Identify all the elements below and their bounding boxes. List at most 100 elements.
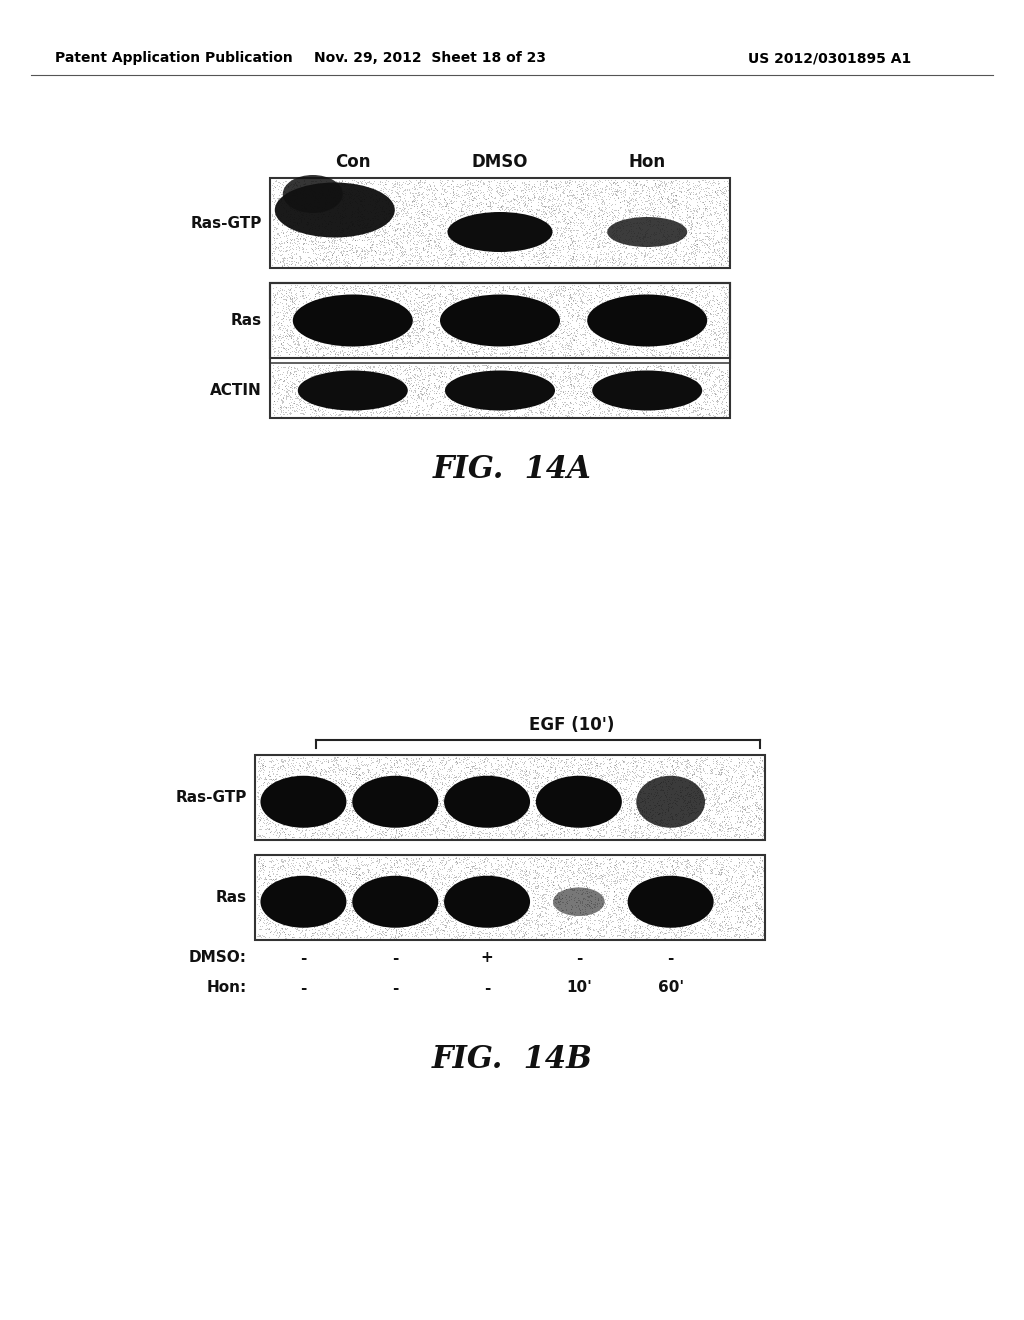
Point — [377, 374, 393, 395]
Point — [486, 809, 503, 830]
Point — [698, 286, 715, 308]
Point — [462, 760, 478, 781]
Point — [667, 298, 683, 319]
Point — [453, 216, 469, 238]
Point — [461, 231, 477, 252]
Point — [691, 751, 708, 772]
Point — [373, 321, 389, 342]
Point — [292, 227, 308, 248]
Point — [377, 219, 393, 240]
Point — [630, 230, 646, 251]
Point — [407, 389, 423, 411]
Point — [691, 758, 708, 779]
Point — [739, 911, 756, 932]
Point — [507, 310, 523, 331]
Point — [506, 247, 522, 268]
Point — [360, 280, 377, 301]
Point — [495, 862, 511, 883]
Point — [464, 392, 480, 413]
Point — [474, 863, 490, 884]
Point — [359, 792, 376, 813]
Point — [285, 242, 301, 263]
Point — [264, 289, 281, 310]
Point — [540, 400, 556, 421]
Point — [700, 364, 717, 385]
Point — [504, 898, 520, 919]
Point — [611, 253, 628, 275]
Point — [510, 900, 526, 921]
Point — [328, 772, 344, 793]
Point — [395, 866, 412, 887]
Point — [597, 315, 613, 337]
Point — [708, 767, 724, 788]
Point — [344, 764, 360, 785]
Point — [705, 752, 721, 774]
Point — [368, 799, 384, 820]
Point — [331, 899, 347, 920]
Point — [718, 395, 734, 416]
Point — [659, 816, 676, 837]
Point — [412, 814, 428, 836]
Point — [349, 810, 366, 832]
Point — [475, 345, 492, 366]
Point — [508, 758, 524, 779]
Point — [401, 384, 418, 405]
Point — [305, 884, 322, 906]
Point — [432, 919, 449, 940]
Point — [688, 822, 705, 843]
Point — [625, 853, 641, 874]
Point — [399, 325, 416, 346]
Point — [548, 326, 564, 347]
Point — [425, 919, 441, 940]
Point — [456, 760, 472, 781]
Point — [414, 290, 430, 312]
Point — [339, 292, 355, 313]
Point — [357, 218, 374, 239]
Point — [686, 896, 702, 917]
Point — [335, 335, 351, 356]
Point — [274, 193, 291, 214]
Point — [442, 801, 459, 822]
Point — [269, 209, 286, 230]
Point — [299, 213, 315, 234]
Point — [553, 370, 569, 391]
Point — [313, 810, 330, 832]
Point — [401, 331, 418, 352]
Point — [380, 333, 396, 354]
Point — [652, 812, 669, 833]
Point — [522, 329, 539, 350]
Point — [287, 809, 303, 830]
Point — [318, 812, 335, 833]
Point — [390, 318, 407, 339]
Point — [451, 312, 467, 333]
Point — [492, 195, 508, 216]
Point — [271, 190, 288, 211]
Point — [666, 849, 682, 870]
Point — [336, 326, 352, 347]
Point — [281, 279, 297, 300]
Point — [344, 758, 360, 779]
Point — [568, 923, 585, 944]
Point — [626, 312, 642, 333]
Point — [688, 255, 705, 276]
Point — [427, 300, 443, 321]
Point — [684, 187, 700, 209]
Point — [691, 788, 708, 809]
Point — [264, 898, 281, 919]
Point — [673, 240, 689, 261]
Point — [506, 251, 522, 272]
Point — [489, 389, 506, 411]
Point — [720, 755, 736, 776]
Point — [468, 195, 484, 216]
Point — [456, 902, 472, 923]
Point — [664, 754, 680, 775]
Point — [352, 826, 369, 847]
Point — [305, 323, 322, 345]
Point — [536, 206, 552, 227]
Point — [691, 780, 708, 801]
Point — [275, 356, 292, 378]
Point — [260, 804, 276, 825]
Point — [590, 919, 606, 940]
Point — [538, 202, 554, 223]
Point — [710, 170, 726, 191]
